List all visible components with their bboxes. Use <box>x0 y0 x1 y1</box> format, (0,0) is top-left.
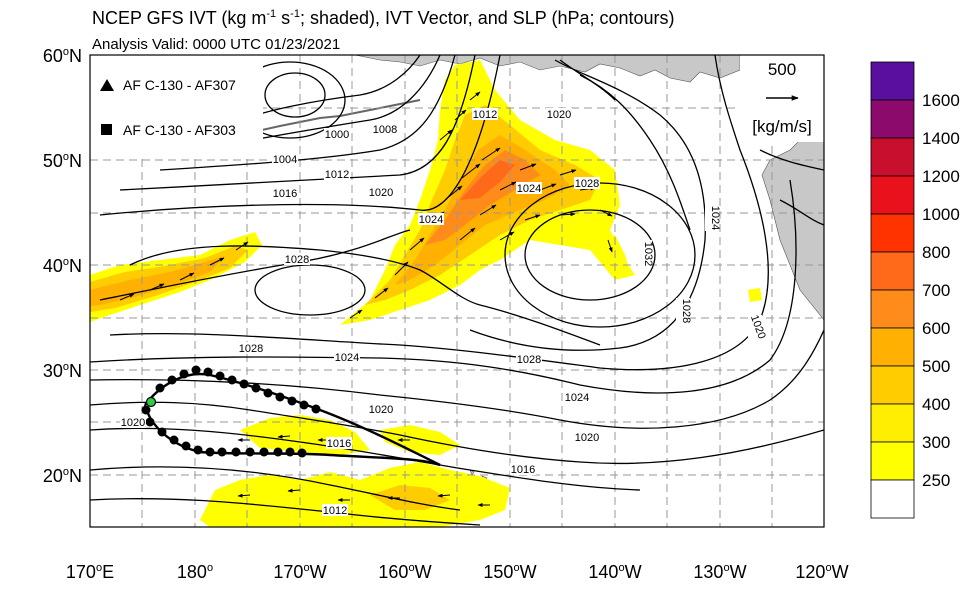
contour-label: 1024 <box>517 183 541 195</box>
colorbar-swatch <box>870 213 915 253</box>
colorbar-swatch <box>870 479 915 519</box>
colorbar-swatch <box>870 175 915 215</box>
map-subtitle: Analysis Valid: 0000 UTC 01/23/2021 <box>92 36 340 53</box>
lon-tick: 180o <box>177 562 213 582</box>
colorbar-level-label: 1200 <box>922 167 960 186</box>
colorbar-swatch <box>870 99 915 139</box>
contour-label: 1028 <box>517 354 541 366</box>
square-marker-icon <box>101 124 112 135</box>
track-start-point <box>145 396 157 408</box>
lon-tick: 140oW <box>588 562 641 582</box>
contour-label: 1020 <box>547 109 571 121</box>
contour-label: 1020 <box>369 404 393 416</box>
colorbar-swatch <box>870 251 915 291</box>
contour-label: 1004 <box>273 154 297 166</box>
contour-label: 1024 <box>565 392 589 404</box>
legend-label-af307: AF C-130 - AF307 <box>123 77 236 93</box>
lon-tick: 150oW <box>483 562 536 582</box>
contour-label: 1028 <box>680 299 692 323</box>
colorbar-level-label: 1000 <box>922 205 960 224</box>
vector-key: 500 [kg/m/s] <box>740 55 824 142</box>
contour-label: 1012 <box>323 505 347 517</box>
colorbar-level-label: 300 <box>922 433 950 452</box>
lon-tick: 120oW <box>795 562 848 582</box>
map-title: NCEP GFS IVT (kg m-1 s-1; shaded), IVT V… <box>92 8 675 28</box>
contour-label: 1020 <box>575 432 599 444</box>
lon-tick: 160oW <box>378 562 431 582</box>
colorbar-level-label: 400 <box>922 395 950 414</box>
colorbar-level-label: 800 <box>922 243 950 262</box>
contour-labels: 1000 1004 1008 1012 1012 1016 1020 1020 … <box>120 108 768 517</box>
contour-label: 1028 <box>575 178 599 190</box>
lat-tick: 20oN <box>43 466 82 486</box>
slp-contours <box>90 55 824 526</box>
colorbar-swatch <box>870 365 915 405</box>
contour-label: 1028 <box>285 254 309 266</box>
lon-tick: 170oE <box>66 562 114 582</box>
contour-label: 1032 <box>642 242 654 266</box>
colorbar-swatch <box>870 289 915 329</box>
colorbar-swatch <box>870 61 915 101</box>
vector-key-units: [kg/m/s] <box>752 117 812 136</box>
contour-label: 1024 <box>419 214 443 226</box>
lon-tick: 170oW <box>273 562 326 582</box>
colorbar-swatch <box>870 403 915 443</box>
track-points <box>141 365 321 458</box>
contour-label: 1016 <box>511 464 535 476</box>
contour-label: 1020 <box>369 187 393 199</box>
colorbar-swatch <box>870 137 915 177</box>
lat-tick: 60oN <box>43 46 82 66</box>
southern-moisture <box>200 462 510 527</box>
triangle-marker-icon <box>100 79 114 91</box>
colorbar-swatch <box>870 441 915 481</box>
colorbar-swatch <box>870 327 915 367</box>
lat-tick: 30oN <box>43 361 82 381</box>
map-panel: 1000 1004 1008 1012 1012 1016 1020 1020 … <box>89 54 825 528</box>
colorbar-level-label: 500 <box>922 357 950 376</box>
lat-tick: 40oN <box>43 256 82 276</box>
lat-axis: 60oN 50oN 40oN 30oN 20oN <box>43 46 82 486</box>
contour-label: 1024 <box>709 206 721 230</box>
contour-label: 1012 <box>473 109 497 121</box>
colorbar-level-label: 1400 <box>922 129 960 148</box>
lon-axis: 170oE 180o 170oW 160oW 150oW 140oW 130oW… <box>66 562 849 582</box>
flight-track-af303 <box>141 365 441 467</box>
lat-tick: 50oN <box>43 151 82 171</box>
legend-label-af303: AF C-130 - AF303 <box>123 122 236 138</box>
vector-key-value: 500 <box>768 60 796 79</box>
contour-label: 1016 <box>273 188 297 200</box>
contour-label: 1020 <box>121 417 145 429</box>
ivt-shading <box>90 60 762 527</box>
contour-label: 1016 <box>327 438 351 450</box>
contour-label: 1024 <box>335 352 359 364</box>
ivt-colorbar: 1600 1400 1200 1000 800 700 600 500 400 300 250 <box>870 61 960 519</box>
colorbar-level-label: 250 <box>922 471 950 490</box>
alaska-land <box>354 55 741 83</box>
legend-box: AF C-130 - AF307 AF C-130 - AF303 <box>90 55 263 157</box>
colorbar-level-label: 600 <box>922 319 950 338</box>
colorbar-level-label: 1600 <box>922 91 960 110</box>
contour-label: 1012 <box>325 169 349 181</box>
lon-tick: 130oW <box>693 562 746 582</box>
colorbar-level-label: 700 <box>922 281 950 300</box>
contour-label: 1028 <box>239 343 263 355</box>
contour-label: 1000 <box>325 129 349 141</box>
contour-label: 1008 <box>373 124 397 136</box>
